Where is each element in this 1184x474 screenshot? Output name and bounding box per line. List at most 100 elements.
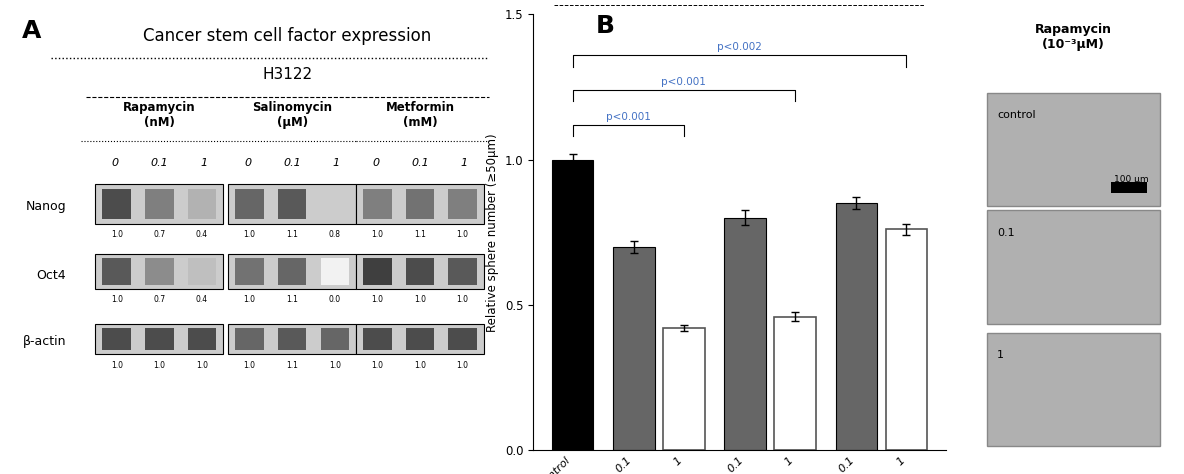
- Text: 1: 1: [333, 158, 340, 168]
- Bar: [406, 189, 435, 219]
- Text: 0.7: 0.7: [153, 230, 166, 239]
- Text: 0: 0: [111, 158, 118, 168]
- Text: 1.1: 1.1: [414, 230, 426, 239]
- Bar: [406, 258, 435, 284]
- Text: 1.0: 1.0: [111, 230, 123, 239]
- Bar: [229, 324, 356, 355]
- Bar: [1111, 182, 1146, 193]
- Text: 0.4: 0.4: [195, 230, 208, 239]
- Text: 1.0: 1.0: [457, 361, 469, 370]
- Bar: [356, 254, 484, 289]
- Bar: [146, 258, 174, 284]
- Text: 0.1: 0.1: [150, 158, 168, 168]
- Bar: [987, 333, 1160, 446]
- Text: 0.7: 0.7: [153, 295, 166, 304]
- Text: 1.0: 1.0: [372, 230, 384, 239]
- Bar: [188, 328, 217, 350]
- Text: 1.0: 1.0: [457, 295, 469, 304]
- Text: 1.1: 1.1: [287, 361, 298, 370]
- Bar: [146, 328, 174, 350]
- Text: p<0.001: p<0.001: [662, 77, 707, 87]
- Bar: [321, 328, 349, 350]
- Text: 0.8: 0.8: [329, 230, 341, 239]
- Text: 1.1: 1.1: [287, 230, 298, 239]
- Text: 0.4: 0.4: [195, 295, 208, 304]
- Text: Metformin
(mM): Metformin (mM): [386, 101, 455, 129]
- Bar: [406, 328, 435, 350]
- Bar: [236, 328, 264, 350]
- Bar: [886, 229, 927, 450]
- Text: B: B: [596, 14, 614, 38]
- Bar: [613, 247, 655, 450]
- Text: 0.1: 0.1: [411, 158, 429, 168]
- Bar: [188, 258, 217, 284]
- Bar: [188, 189, 217, 219]
- Text: 0: 0: [372, 158, 379, 168]
- Y-axis label: Relative sphere number (≥50μm): Relative sphere number (≥50μm): [487, 133, 500, 332]
- Bar: [278, 258, 307, 284]
- Text: Salinomycin
(μM): Salinomycin (μM): [252, 101, 333, 129]
- Text: 0.0: 0.0: [329, 295, 341, 304]
- Bar: [229, 254, 356, 289]
- Text: 1.0: 1.0: [197, 361, 208, 370]
- Text: 0.1: 0.1: [997, 228, 1015, 238]
- Text: 1.0: 1.0: [414, 361, 426, 370]
- Text: 1.0: 1.0: [154, 361, 166, 370]
- Bar: [103, 258, 131, 284]
- Bar: [987, 93, 1160, 206]
- Text: 1.0: 1.0: [244, 361, 256, 370]
- Text: p<0.002: p<0.002: [718, 42, 762, 52]
- Bar: [96, 324, 224, 355]
- Bar: [96, 184, 224, 224]
- Bar: [449, 189, 477, 219]
- Bar: [321, 189, 349, 219]
- Bar: [363, 258, 392, 284]
- Text: 1: 1: [200, 158, 207, 168]
- Text: control: control: [997, 110, 1036, 120]
- Text: 100 μm: 100 μm: [1114, 175, 1148, 184]
- Bar: [987, 210, 1160, 324]
- Text: 1.0: 1.0: [372, 295, 384, 304]
- Bar: [96, 254, 224, 289]
- Bar: [663, 328, 704, 450]
- Text: 0.1: 0.1: [283, 158, 301, 168]
- Text: 1.0: 1.0: [457, 230, 469, 239]
- Bar: [449, 258, 477, 284]
- Text: Rapamycin
(nM): Rapamycin (nM): [123, 101, 195, 129]
- Bar: [229, 184, 356, 224]
- Text: 1.0: 1.0: [329, 361, 341, 370]
- Text: 1.1: 1.1: [287, 295, 298, 304]
- Text: Nanog: Nanog: [25, 200, 66, 213]
- Text: 0: 0: [244, 158, 251, 168]
- Text: H3122: H3122: [262, 66, 313, 82]
- Bar: [236, 258, 264, 284]
- Text: A: A: [21, 18, 41, 43]
- Bar: [449, 328, 477, 350]
- Bar: [321, 258, 349, 284]
- Text: 1.0: 1.0: [244, 295, 256, 304]
- Text: Oct4: Oct4: [37, 269, 66, 283]
- Bar: [363, 189, 392, 219]
- Text: 1.0: 1.0: [414, 295, 426, 304]
- Bar: [146, 189, 174, 219]
- Bar: [356, 184, 484, 224]
- Bar: [725, 218, 766, 450]
- Bar: [278, 189, 307, 219]
- Text: 1: 1: [997, 350, 1004, 360]
- Bar: [236, 189, 264, 219]
- Bar: [363, 328, 392, 350]
- Bar: [552, 160, 593, 450]
- Bar: [356, 324, 484, 355]
- Text: 1: 1: [461, 158, 468, 168]
- Bar: [103, 328, 131, 350]
- Bar: [836, 203, 877, 450]
- Bar: [774, 317, 816, 450]
- Text: 1.0: 1.0: [244, 230, 256, 239]
- Text: 1.0: 1.0: [372, 361, 384, 370]
- Bar: [103, 189, 131, 219]
- Bar: [278, 328, 307, 350]
- Text: 1.0: 1.0: [111, 295, 123, 304]
- Text: Cancer stem cell factor expression: Cancer stem cell factor expression: [143, 27, 431, 46]
- Text: p<0.001: p<0.001: [606, 112, 651, 122]
- Text: β-actin: β-actin: [22, 335, 66, 348]
